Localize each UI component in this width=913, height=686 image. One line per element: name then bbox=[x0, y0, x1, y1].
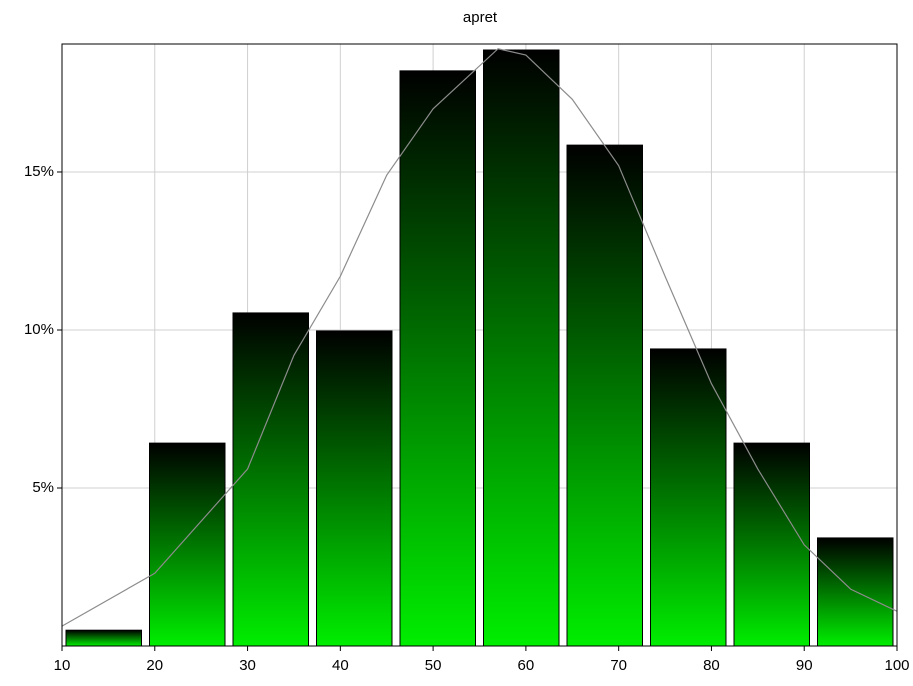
bar bbox=[149, 442, 226, 647]
x-tick-label: 90 bbox=[796, 657, 813, 674]
bar bbox=[483, 49, 560, 647]
bar bbox=[65, 629, 142, 647]
x-tick-label: 100 bbox=[884, 657, 909, 674]
x-tick-label: 30 bbox=[239, 657, 256, 674]
y-tick-label: 15% bbox=[24, 163, 54, 180]
bar bbox=[566, 144, 643, 647]
x-tick-label: 40 bbox=[332, 657, 349, 674]
bar bbox=[316, 330, 393, 647]
plot-frame bbox=[61, 43, 898, 647]
x-tick-label: 50 bbox=[425, 657, 442, 674]
x-tick-label: 70 bbox=[610, 657, 627, 674]
fit-curve bbox=[61, 48, 898, 627]
bar bbox=[733, 442, 810, 647]
bar bbox=[399, 70, 476, 647]
x-tick-label: 20 bbox=[146, 657, 163, 674]
x-tick-label: 80 bbox=[703, 657, 720, 674]
bar bbox=[232, 312, 309, 647]
x-tick-label: 10 bbox=[54, 657, 71, 674]
chart-title: apret bbox=[463, 9, 498, 26]
y-tick-label: 10% bbox=[24, 321, 54, 338]
y-tick-label: 5% bbox=[32, 479, 54, 496]
bar bbox=[650, 348, 727, 647]
x-tick-label: 60 bbox=[518, 657, 535, 674]
